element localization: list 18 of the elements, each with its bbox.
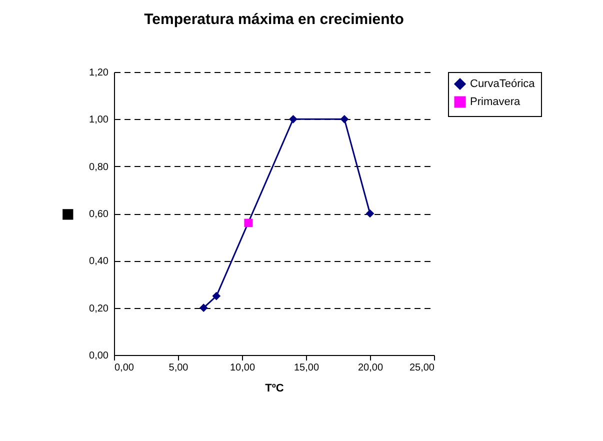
- x-tick-label: 0,00: [114, 362, 134, 374]
- y-tick-label: 0,20: [89, 303, 109, 314]
- y-tick-label: 0,00: [89, 350, 109, 362]
- x-tick-label: 15,00: [294, 362, 320, 374]
- x-tick-label: 25,00: [409, 362, 435, 374]
- y-axis-title: ■: [61, 201, 74, 226]
- y-tick-label: 0,60: [89, 209, 109, 220]
- x-tick-label: 10,00: [230, 362, 256, 374]
- y-tick-label: 1,00: [89, 114, 109, 126]
- x-axis-title: TºC: [265, 382, 284, 394]
- legend-label: Primavera: [470, 96, 522, 108]
- x-tick-label: 5,00: [168, 362, 189, 374]
- chart-title: Temperatura máxima en crecimiento: [144, 11, 404, 28]
- legend-label: CurvaTeórica: [470, 78, 536, 90]
- y-tick-label: 0,40: [89, 256, 109, 268]
- y-tick-label: 1,20: [89, 68, 109, 78]
- y-tick-label: 0,80: [89, 162, 109, 173]
- x-tick-label: 20,00: [358, 362, 384, 374]
